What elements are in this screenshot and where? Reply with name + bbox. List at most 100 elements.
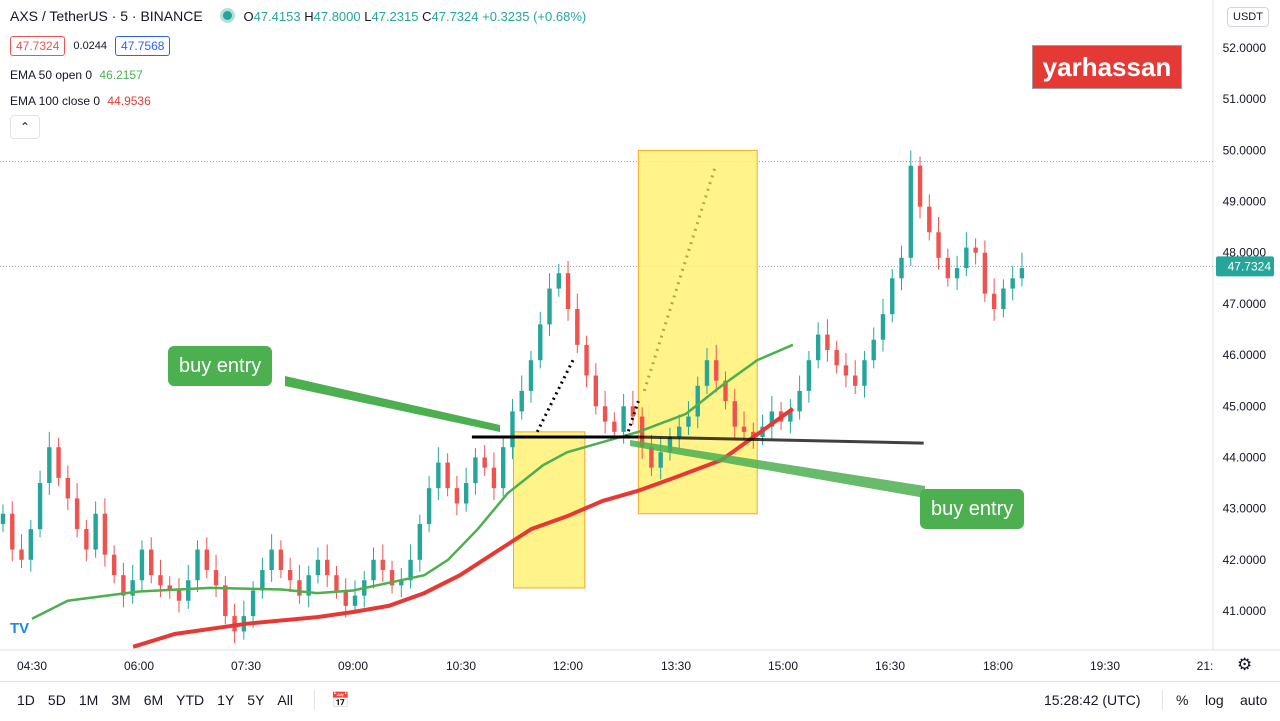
candle-body bbox=[260, 570, 265, 591]
calendar-icon[interactable]: 📅 bbox=[331, 692, 350, 709]
price-tick-label: 52.0000 bbox=[1223, 41, 1267, 55]
chart-area[interactable]: 52.0000 51.0000 50.0000 49.0000 48.0000 47.00… bbox=[0, 0, 1280, 681]
ohlc-values: O47.4153 H47.8000 L47.2315 C47.7324 +0.3… bbox=[243, 9, 587, 24]
range-button-all[interactable]: All bbox=[277, 692, 293, 708]
range-button-5y[interactable]: 5Y bbox=[247, 692, 265, 708]
range-button-1d[interactable]: 1D bbox=[17, 692, 35, 708]
watermark-label: yarhassan bbox=[1032, 45, 1182, 89]
candle-body bbox=[389, 570, 395, 586]
candle-body bbox=[158, 575, 163, 586]
log-toggle[interactable]: log bbox=[1205, 692, 1224, 708]
candle-body bbox=[0, 513, 6, 524]
candle-body bbox=[111, 554, 117, 576]
time-tick-label: 15:00 bbox=[768, 659, 798, 673]
market-open-icon bbox=[222, 11, 232, 20]
note-buy-entry-right[interactable]: buy entry bbox=[920, 489, 1025, 529]
candle-body bbox=[167, 585, 172, 591]
candle-body bbox=[463, 483, 469, 504]
time-tick-label: 21: bbox=[1197, 659, 1214, 673]
candle-body bbox=[843, 365, 849, 376]
price-tick-label: 50.0000 bbox=[1223, 143, 1267, 157]
candle-body bbox=[19, 549, 24, 560]
candle-body bbox=[797, 390, 802, 412]
candle-body bbox=[204, 549, 209, 571]
note-buy-entry-left[interactable]: buy entry bbox=[168, 346, 273, 386]
candle-body bbox=[186, 580, 191, 601]
note-pointer-left bbox=[285, 376, 500, 432]
candle-body bbox=[297, 580, 302, 596]
candle-body bbox=[945, 257, 951, 279]
candle-body bbox=[991, 293, 997, 310]
time-tick-label: 06:00 bbox=[124, 659, 154, 673]
gear-icon[interactable]: ⚙ bbox=[1237, 655, 1253, 674]
candle-body bbox=[880, 314, 886, 340]
candle-body bbox=[649, 447, 654, 468]
ema50-legend[interactable]: EMA 50 open 0 46.2157 bbox=[10, 68, 143, 82]
bid-ask: 47.7324 0.0244 47.7568 bbox=[10, 36, 171, 56]
candle-body bbox=[176, 590, 182, 601]
ask-price[interactable]: 47.7568 bbox=[115, 36, 171, 56]
candle-body bbox=[917, 165, 923, 207]
ema100-legend[interactable]: EMA 100 close 0 44.9536 bbox=[10, 94, 151, 108]
candle-body bbox=[491, 467, 497, 489]
candle-body bbox=[1001, 288, 1006, 310]
divider bbox=[1162, 690, 1163, 710]
time-tick-label: 09:00 bbox=[338, 659, 368, 673]
candle-body bbox=[769, 411, 775, 427]
candle-body bbox=[723, 380, 728, 402]
candle-body bbox=[834, 349, 839, 366]
price-tick-label: 42.0000 bbox=[1223, 553, 1267, 567]
candle-body bbox=[751, 431, 756, 437]
currency-button[interactable]: USDT bbox=[1227, 7, 1269, 27]
candle-body bbox=[149, 549, 154, 576]
time-tick-label: 04:30 bbox=[17, 659, 47, 673]
price-tick-label: 45.0000 bbox=[1223, 399, 1267, 413]
candle-body bbox=[130, 580, 135, 596]
candle-body bbox=[445, 462, 450, 489]
candle-body bbox=[519, 390, 524, 412]
candle-body bbox=[10, 513, 15, 550]
percent-toggle[interactable]: % bbox=[1176, 692, 1189, 708]
auto-toggle[interactable]: auto bbox=[1240, 692, 1268, 708]
candle-body bbox=[538, 324, 543, 361]
range-button-6m[interactable]: 6M bbox=[143, 692, 164, 708]
candle-body bbox=[102, 513, 108, 555]
range-buttons: 1D 5D 1M 3M 6M YTD 1Y 5Y All bbox=[17, 692, 293, 708]
candle-body bbox=[890, 278, 895, 315]
candle-body bbox=[482, 457, 487, 468]
candle-body bbox=[954, 268, 960, 279]
bid-price[interactable]: 47.7324 bbox=[10, 36, 66, 56]
candle-body bbox=[658, 452, 663, 468]
chevron-up-icon[interactable]: ⌃ bbox=[10, 115, 40, 139]
candle-body bbox=[223, 585, 228, 617]
tradingview-logo-icon[interactable]: TV bbox=[10, 620, 30, 637]
candle-body bbox=[621, 406, 626, 432]
time-tick-label: 10:30 bbox=[446, 659, 476, 673]
candle-body bbox=[380, 559, 385, 571]
range-button-1m[interactable]: 1M bbox=[78, 692, 99, 708]
price-tick-label: 48.0000 bbox=[1223, 246, 1267, 260]
symbol-title[interactable]: AXS / TetherUS · 5 · BINANCE bbox=[10, 8, 203, 24]
price-tick-label: 47.0000 bbox=[1223, 297, 1267, 311]
candle-body bbox=[93, 513, 98, 550]
clock[interactable]: 15:28:42 (UTC) bbox=[1044, 692, 1141, 708]
candle-body bbox=[556, 273, 561, 289]
candle-body bbox=[287, 570, 293, 581]
candle-body bbox=[639, 416, 645, 448]
trend-dotted-1 bbox=[535, 359, 575, 433]
candle-body bbox=[28, 529, 33, 560]
candle-body bbox=[454, 488, 460, 504]
candle-body bbox=[371, 559, 376, 581]
candle-body bbox=[908, 165, 913, 258]
time-tick-label: 13:30 bbox=[661, 659, 691, 673]
range-button-3m[interactable]: 3M bbox=[111, 692, 131, 708]
candle-body bbox=[704, 360, 710, 386]
candle-body bbox=[676, 426, 682, 437]
time-tick-label: 18:00 bbox=[983, 659, 1013, 673]
candle-body bbox=[741, 426, 747, 432]
last-price-label: 47.7324 bbox=[1228, 259, 1272, 273]
range-button-5d[interactable]: 5D bbox=[47, 692, 66, 708]
range-button-ytd[interactable]: YTD bbox=[176, 692, 205, 708]
range-button-1y[interactable]: 1Y bbox=[217, 692, 235, 708]
time-tick-label: 19:30 bbox=[1090, 659, 1120, 673]
